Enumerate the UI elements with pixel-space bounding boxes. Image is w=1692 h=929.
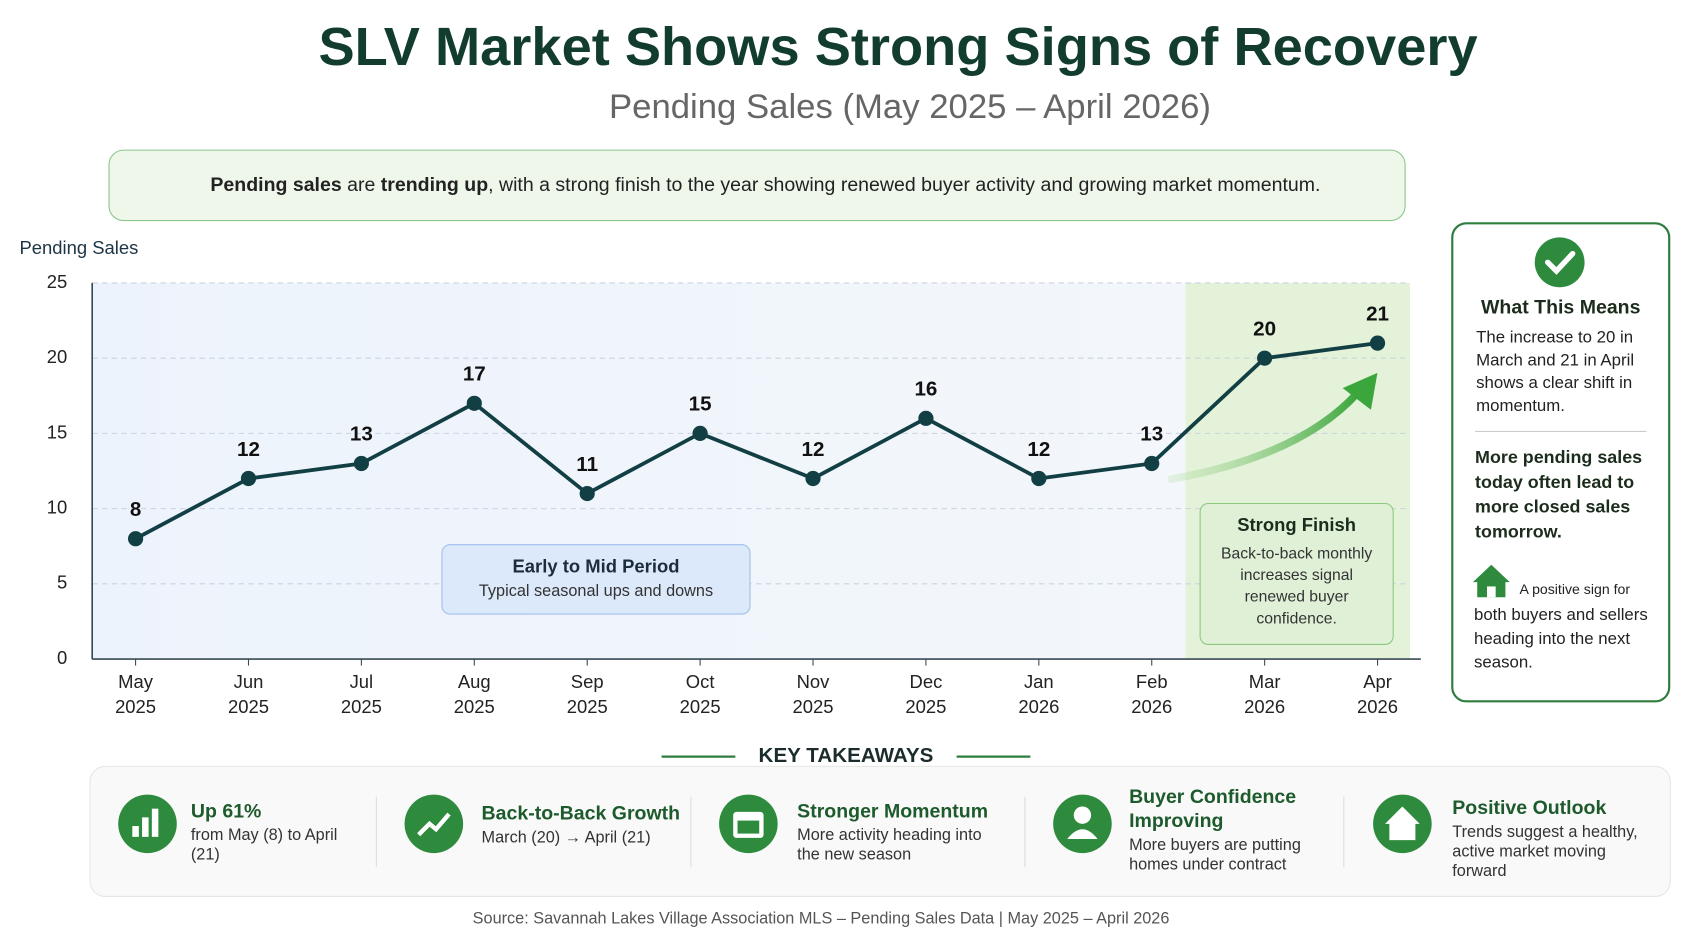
point [579,485,595,502]
point [1031,470,1047,487]
takeaway: Buyer Confidence Improving More buyers ar… [1129,785,1303,875]
point [1369,335,1386,351]
point [466,395,482,411]
y-tick-label: 25 [47,271,68,292]
value-label: 8 [130,498,141,521]
banner-text-part: , with a strong finish to the year showi… [488,173,1321,196]
x-tick-label: Jan 2026 [1018,671,1059,717]
banner: Pending sales are trending up, with a st… [108,149,1406,222]
y-tick-label: 10 [47,496,68,517]
point [127,531,144,547]
value-label: 20 [1253,317,1276,340]
x-tick-label: May 2025 [115,671,156,717]
side-emphasis: More pending sales today often lead to m… [1475,447,1643,542]
annotation-title: Early to Mid Period [512,556,680,577]
x-tick-label: Nov 2025 [793,671,834,717]
takeaway: Up 61% from May (8) to April (21) [191,799,370,865]
point [240,470,257,487]
x-tick-label: Jun 2025 [228,671,269,717]
value-label: 15 [689,393,712,416]
trend-arrow [1167,388,1362,483]
value-label: 13 [350,423,373,446]
point [353,455,369,472]
x-tick-label: Dec 2025 [905,671,946,717]
side-title: What This Means [1481,295,1641,318]
x-tick-label: Apr 2026 [1357,671,1398,717]
side-panel: What This Means The increase to 20 in Ma… [1451,222,1671,703]
banner-text: Pending sales are trending up, with a st… [210,173,1320,196]
annotation: Early to Mid Period Typical seasonal ups… [441,544,751,615]
trend-arrow-head [1342,372,1378,410]
value-label: 17 [463,363,486,386]
banner-text-part: are [341,173,381,196]
annotation-title: Strong Finish [1237,514,1357,536]
point [1144,455,1160,472]
x-tick-label: Mar 2026 [1244,671,1285,717]
takeaways-title: KEY TAKEAWAYS [758,744,934,768]
annotation-text: Typical seasonal ups and downs [478,582,714,601]
takeaway-text: More activity heading into the new seaso… [797,826,982,864]
takeaway-title: Buyer Confidence Improving [1129,785,1297,832]
value-label: 21 [1366,302,1389,325]
value-label: 12 [237,438,260,461]
line [134,341,1378,541]
takeaway-glyphs [132,806,1420,841]
y-tick-label: 5 [57,572,67,593]
point [1257,350,1273,366]
y-tick-label: 0 [57,647,67,668]
point [692,425,708,441]
subtitle: Pending Sales (May 2025 – April 2026) [608,86,1211,126]
takeaway: Positive Outlook Trends suggest a healthy… [1452,796,1658,882]
value-label: 13 [1140,423,1163,446]
annotation-text: Back-to-back monthly increases signal re… [1221,545,1373,628]
check-icon [1534,237,1585,288]
x-tick-label: Jul 2025 [341,671,382,717]
takeaway: Stronger Momentum More activity heading i… [797,799,992,865]
x-tick-label: Oct 2025 [680,671,721,717]
takeaway: Back-to-Back Growth March (20) → April (2… [482,801,683,848]
value-label: 12 [1027,438,1050,461]
takeaway-title: Back-to-Back Growth [481,802,681,824]
value-label: 11 [576,453,598,476]
takeaway-title: Stronger Momentum [797,799,989,822]
takeaway-title: Positive Outlook [1452,796,1607,819]
y-axis-label: Pending Sales [20,237,139,258]
x-tick-label: Feb 2026 [1131,671,1172,717]
x-tick-label: Aug 2025 [454,671,495,717]
takeaway-text: from May (8) to April (21) [190,826,338,864]
side-note: both buyers and sellers heading into the… [1473,605,1648,673]
point [918,410,934,426]
side-text: The increase to 20 in March and 21 in Ap… [1476,328,1635,416]
y-tick-label: 20 [47,346,68,367]
value-label: 16 [914,378,937,401]
point [805,470,821,487]
banner-bold: trending up [380,173,489,196]
value-label: 12 [802,438,825,461]
source: Source: Savannah Lakes Village Associati… [472,909,1170,928]
side-note-lead: A positive sign for [1519,581,1631,598]
takeaway-text: More buyers are putting homes under cont… [1129,835,1301,874]
banner-bold: Pending sales [210,173,342,196]
y-tick-label: 15 [47,421,68,442]
house-icon [1472,564,1510,598]
takeaway-title: Up 61% [190,799,262,822]
takeaways-box [89,765,1671,898]
takeaway-text: Trends suggest a healthy, active market … [1452,822,1638,881]
x-tick-label: Sep 2025 [567,671,608,717]
dividers [375,796,1345,868]
takeaway-text: March (20) → April (21) [481,828,651,847]
annotation: Strong Finish Back-to-back monthly incre… [1199,502,1394,645]
title: SLV Market Shows Strong Signs of Recover… [318,16,1478,77]
